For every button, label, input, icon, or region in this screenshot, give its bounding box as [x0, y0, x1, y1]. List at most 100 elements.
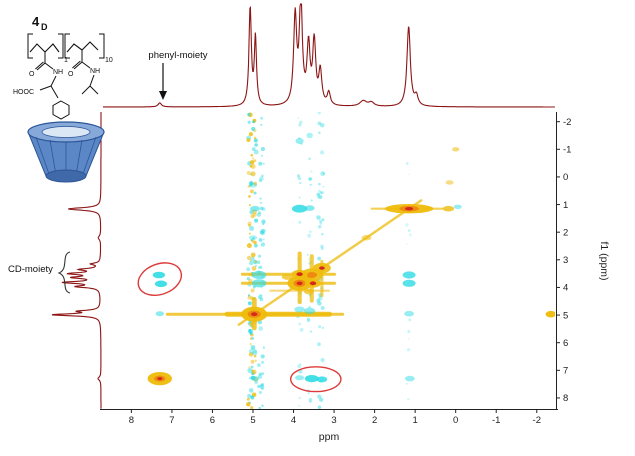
contour-peak-cyan [291, 204, 308, 213]
noise-dot [252, 120, 255, 124]
noise-dot [322, 172, 325, 175]
x-tick-label: 4 [291, 415, 296, 426]
noise-dot [318, 325, 322, 329]
y-tick-label: 7 [563, 366, 568, 377]
noise-dot [320, 357, 325, 363]
backbone-1 [29, 43, 60, 53]
noise-dot [320, 247, 324, 251]
bond-carbonyl-double [35, 61, 44, 70]
contour-peak-cyan [250, 376, 260, 382]
noise-dot [253, 138, 258, 143]
noise-dot [321, 326, 325, 330]
noise-dot [319, 219, 322, 223]
noise-dot [309, 230, 312, 234]
noise-dot [408, 318, 412, 322]
noise-dot [248, 203, 252, 207]
noise-dot [247, 223, 251, 227]
noise-dot [250, 256, 255, 262]
noise-dot [260, 228, 265, 234]
noise-dot [250, 359, 255, 364]
noise-dot [251, 337, 254, 340]
noise-dot [259, 201, 263, 205]
cd-bracket [57, 251, 71, 294]
noise-dot [406, 162, 409, 165]
bond-carbonyl-double [72, 60, 81, 69]
contour-peak-yellow [545, 310, 555, 318]
y-tick-label: 6 [563, 338, 568, 349]
noise-dot [252, 350, 258, 356]
noise-dot [260, 354, 265, 359]
noise-dot [317, 394, 322, 399]
noise-dot [254, 260, 257, 263]
bracket-subscript-1: 1 [64, 57, 68, 64]
noise-dot [306, 318, 311, 323]
x-tick-label: 8 [129, 415, 134, 426]
annotation-phenyl: phenyl-moiety [148, 50, 208, 100]
y-tick-label: -2 [563, 117, 571, 128]
noise-dot [249, 261, 254, 266]
noise-dot [248, 232, 251, 235]
noise-dot [251, 369, 257, 375]
noise-dot [258, 178, 263, 183]
noise-dot [406, 242, 408, 245]
contour-peak-cyan [304, 307, 316, 315]
bracket-left-2 [64, 33, 70, 59]
down-arrow-icon [159, 63, 167, 100]
x-tick-label: -2 [533, 415, 541, 426]
noise-dot [261, 404, 264, 407]
noise-dot [246, 170, 251, 176]
noise-dot [308, 398, 313, 402]
noise-dot [408, 233, 412, 237]
bond [81, 61, 91, 69]
noise-dot [308, 177, 312, 181]
noise-dot [260, 154, 263, 157]
bond-carbonyl [73, 61, 83, 70]
noise-dot [251, 126, 256, 131]
noise-dot [250, 406, 254, 409]
noise-dot [317, 342, 321, 347]
noise-dot [408, 173, 410, 176]
noise-dot [260, 123, 263, 126]
contour-peak-cyan [453, 204, 462, 209]
noise-dot [307, 392, 310, 395]
y-tick-label: 2 [563, 227, 568, 238]
bracket-right-2 [99, 33, 105, 59]
contour-peak-red [405, 207, 414, 211]
noise-dot [309, 400, 312, 404]
noise-dot [258, 372, 262, 376]
noise-dot [253, 354, 257, 358]
contour-layer [147, 112, 555, 409]
noise-dot [298, 123, 302, 127]
noise-dot [298, 220, 302, 224]
contour-peak-cyan [152, 271, 165, 279]
noise-dot [254, 264, 258, 267]
noise-dot [318, 189, 321, 193]
noise-dot [322, 185, 325, 188]
contour-peak-cyan [402, 279, 416, 287]
noise-dot [258, 161, 263, 166]
noise-dot [248, 366, 251, 369]
noise-dot [319, 191, 323, 194]
x-tick-label: 3 [331, 415, 336, 426]
noise-dot [257, 374, 263, 379]
noise-dot [249, 343, 252, 346]
noise-dot [261, 372, 265, 376]
noise-dot [308, 157, 311, 161]
noise-dot [320, 122, 325, 128]
noise-dot [260, 206, 264, 211]
noise-dot [317, 256, 321, 261]
noise-dot [247, 112, 251, 117]
noise-dot [405, 382, 409, 385]
noise-dot [260, 146, 265, 152]
noise-dot [250, 171, 256, 177]
noise-dot [261, 360, 265, 364]
y-tick-label: 4 [563, 283, 568, 294]
noise-dot [299, 181, 302, 185]
top-1d-trace [103, 3, 555, 108]
contour-peak-cyan [295, 138, 304, 144]
noise-dot [249, 337, 252, 340]
bond-to-phenyl [50, 85, 59, 99]
noise-dot [309, 183, 312, 186]
noise-dot [246, 255, 252, 261]
